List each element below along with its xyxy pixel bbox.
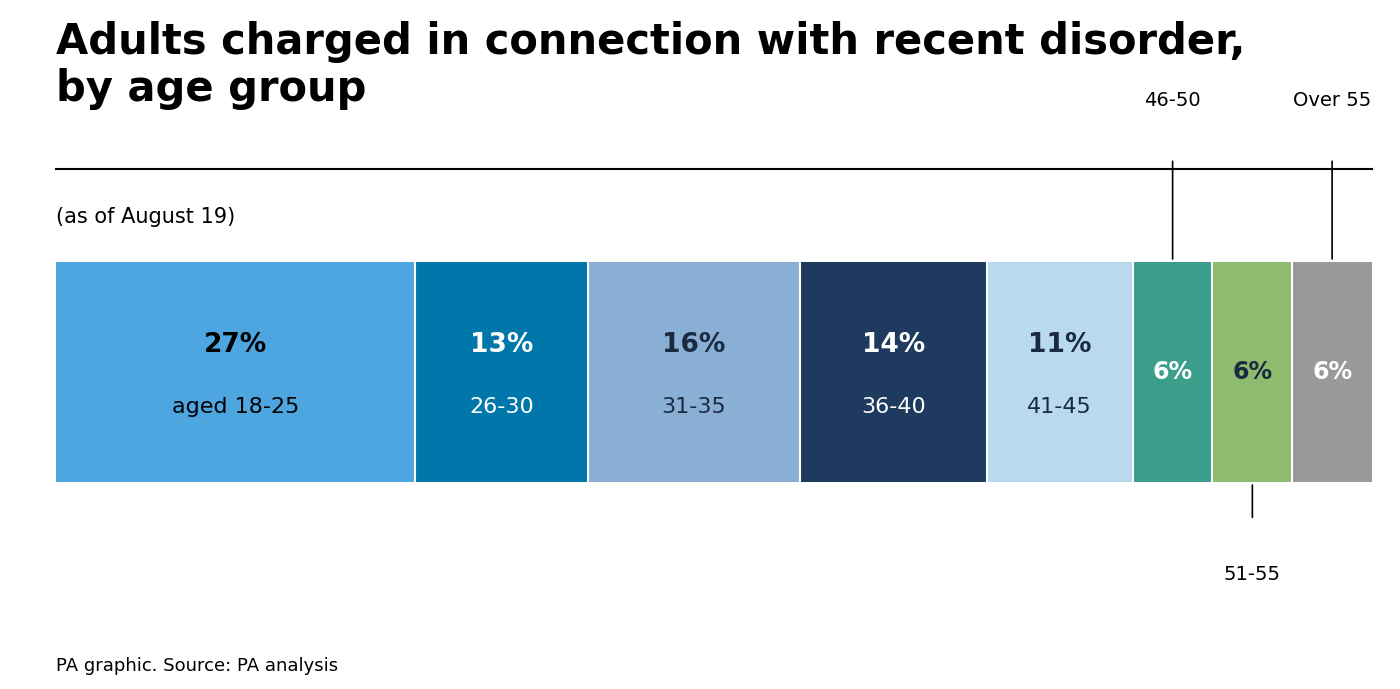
Bar [1292, 262, 1372, 482]
Text: Adults charged in connection with recent disorder,
by age group: Adults charged in connection with recent… [56, 21, 1246, 110]
Bar [801, 262, 987, 482]
Bar [1212, 262, 1292, 482]
Text: 27%: 27% [204, 331, 267, 358]
Text: 11%: 11% [1028, 331, 1092, 358]
Text: 16%: 16% [662, 331, 725, 358]
Bar [56, 262, 414, 482]
Text: 13%: 13% [469, 331, 533, 358]
Text: 6%: 6% [1152, 360, 1193, 384]
Text: 6%: 6% [1312, 360, 1352, 384]
Text: PA graphic. Source: PA analysis: PA graphic. Source: PA analysis [56, 657, 339, 675]
Text: Over 55: Over 55 [1294, 91, 1371, 110]
Text: (as of August 19): (as of August 19) [56, 207, 235, 227]
Text: 46-50: 46-50 [1144, 91, 1201, 110]
Text: 31-35: 31-35 [662, 396, 727, 417]
Text: 51-55: 51-55 [1224, 565, 1281, 584]
Bar [987, 262, 1133, 482]
Text: 14%: 14% [862, 331, 925, 358]
Bar [414, 262, 588, 482]
Text: 26-30: 26-30 [469, 396, 533, 417]
Bar [1133, 262, 1212, 482]
Text: 36-40: 36-40 [861, 396, 925, 417]
Text: 6%: 6% [1232, 360, 1273, 384]
Bar [588, 262, 801, 482]
Text: aged 18-25: aged 18-25 [172, 396, 300, 417]
Text: 41-45: 41-45 [1028, 396, 1092, 417]
